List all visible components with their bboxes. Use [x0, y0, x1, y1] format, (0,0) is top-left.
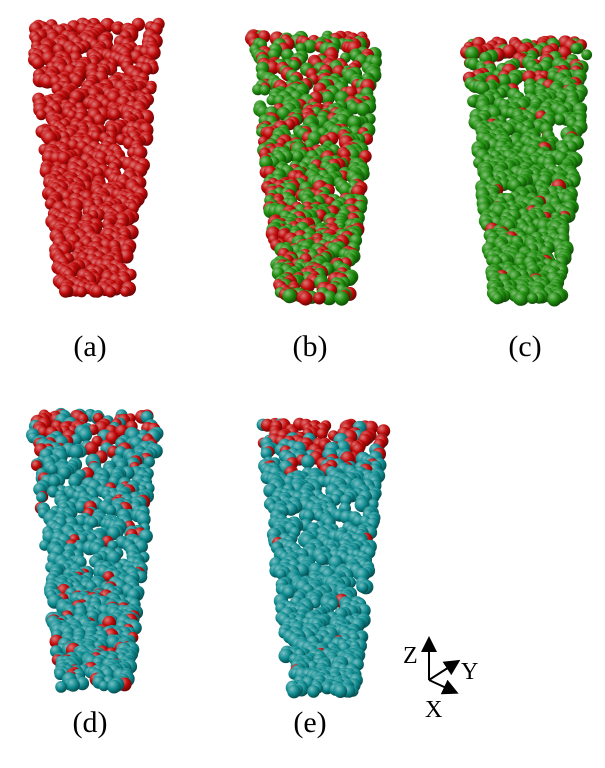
particle-bed-e-image: [256, 417, 391, 699]
particle: [104, 286, 117, 298]
particle: [55, 681, 67, 693]
particle-bed-c-image: [460, 35, 593, 307]
coordinate-axes-triad: Z Y X: [395, 628, 495, 728]
particle: [502, 44, 517, 59]
particle: [107, 679, 121, 694]
particle: [92, 113, 106, 127]
particle: [282, 586, 296, 599]
panel-e-particle-bed: [250, 410, 395, 700]
particle: [136, 512, 151, 527]
particle: [301, 454, 315, 469]
particle: [108, 108, 121, 121]
particle: [282, 288, 297, 304]
particle: [84, 441, 99, 456]
panel-c-label: (c): [508, 330, 542, 363]
particle: [31, 460, 42, 471]
panel-a-particle-bed: [20, 10, 170, 300]
panel-e-label: (e): [293, 706, 327, 739]
particle: [265, 61, 280, 75]
axes-arrows-icon: [421, 636, 461, 695]
particle: [66, 678, 80, 692]
particle: [59, 284, 73, 298]
particle: [120, 286, 131, 297]
particle: [98, 680, 110, 692]
particle: [112, 23, 123, 35]
particle-bed-a-image: [28, 17, 165, 298]
particle: [307, 685, 320, 698]
panel-d-particle-bed: [20, 400, 170, 695]
panel-b-label: (b): [292, 330, 328, 363]
panel-b-particle-bed: [240, 22, 390, 307]
particle: [259, 85, 271, 96]
panel-c-particle-bed: [455, 28, 600, 308]
particle: [315, 553, 328, 566]
particle: [75, 286, 88, 298]
particle: [91, 285, 104, 298]
particle: [74, 500, 87, 514]
particle: [320, 91, 335, 106]
particle: [334, 291, 349, 306]
particle: [491, 292, 504, 305]
particle: [260, 447, 273, 460]
particle: [526, 292, 538, 304]
panel-a-label: (a): [73, 330, 107, 363]
particle: [514, 292, 528, 306]
particle: [333, 684, 348, 698]
particle: [356, 102, 371, 117]
particle: [570, 43, 582, 55]
particle: [496, 73, 511, 88]
particle: [303, 39, 317, 54]
particle: [31, 56, 45, 70]
particle: [36, 109, 47, 121]
particle: [105, 504, 117, 516]
particle: [47, 464, 58, 475]
particle: [287, 684, 301, 699]
particle-bed-d-image: [26, 407, 164, 694]
particle: [68, 444, 84, 460]
x-axis-label: X: [425, 697, 443, 723]
particle-bed-b-image: [245, 29, 382, 306]
y-axis-label: Y: [461, 659, 479, 685]
particle: [581, 49, 593, 61]
particle: [313, 293, 325, 304]
particle: [275, 568, 287, 580]
particle: [300, 278, 315, 293]
particle: [47, 475, 61, 488]
particle: [68, 475, 82, 488]
panel-d-label: (d): [72, 706, 108, 739]
particle: [321, 290, 337, 306]
z-axis-label: Z: [403, 643, 418, 669]
particle: [298, 291, 313, 306]
particle: [36, 491, 47, 503]
particle: [316, 428, 328, 440]
particle: [465, 46, 480, 61]
particle: [547, 292, 562, 307]
particle: [357, 582, 369, 593]
particle: [553, 113, 566, 126]
particle: [291, 150, 304, 163]
